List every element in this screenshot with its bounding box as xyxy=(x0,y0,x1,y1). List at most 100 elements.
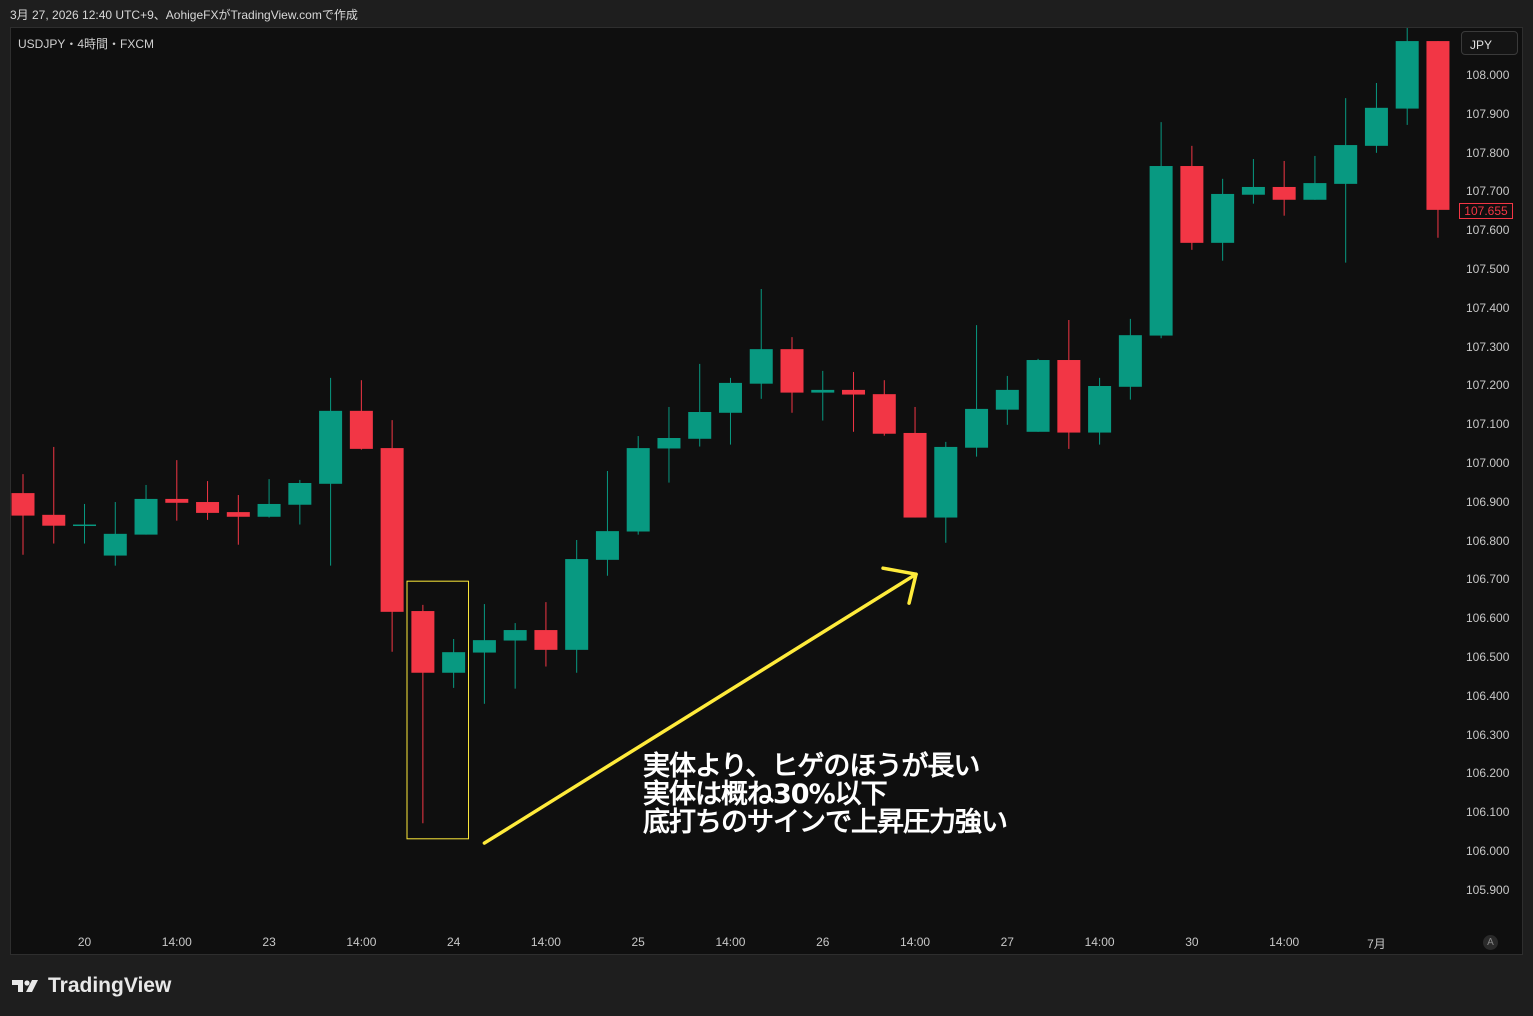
candle-body xyxy=(1180,166,1204,243)
time-tick-label: 23 xyxy=(262,935,276,949)
candle-body xyxy=(349,410,373,449)
candle-up xyxy=(503,623,527,689)
price-tick-label: 107.200 xyxy=(1466,378,1510,393)
candle-body xyxy=(103,533,127,556)
time-tick-label: 25 xyxy=(631,935,645,949)
candle-body xyxy=(1303,183,1327,200)
price-tick-label: 106.600 xyxy=(1466,611,1510,626)
candle-body xyxy=(811,389,835,393)
price-tick-label: 107.100 xyxy=(1466,417,1510,432)
candle-up xyxy=(319,377,343,566)
time-tick-label: 7月 xyxy=(1367,937,1386,951)
price-tick-label: 107.900 xyxy=(1466,106,1510,121)
candle-body xyxy=(1426,41,1450,210)
candle-down xyxy=(534,602,558,667)
price-tick-label: 106.100 xyxy=(1466,805,1510,820)
time-tick-label: 14:00 xyxy=(715,935,746,949)
time-tick-label: 30 xyxy=(1185,935,1199,949)
price-tick-label: 105.900 xyxy=(1466,882,1510,897)
candle-down xyxy=(780,337,804,413)
time-tick-label: 14:00 xyxy=(900,935,931,949)
candle-body xyxy=(1026,360,1050,432)
candle-body xyxy=(319,410,343,484)
candle-down xyxy=(349,380,373,450)
candle-up xyxy=(73,503,97,544)
candle-down xyxy=(903,406,927,518)
candle-down xyxy=(196,481,220,520)
chart-pane[interactable] xyxy=(10,27,1523,955)
time-tick-label: 14:00 xyxy=(1084,935,1115,949)
candle-body xyxy=(73,524,97,527)
candle-down xyxy=(380,420,404,652)
candle-up xyxy=(134,484,158,535)
candle-body xyxy=(965,408,989,448)
price-tick-label: 107.600 xyxy=(1466,223,1510,238)
candle-body xyxy=(134,498,158,535)
candle-body xyxy=(626,448,650,532)
auto-scale-button[interactable]: A xyxy=(1483,935,1498,950)
candle-body xyxy=(934,446,958,518)
candle-up xyxy=(595,470,619,576)
candle-down xyxy=(226,495,250,545)
candle-body xyxy=(503,630,527,641)
candle-up xyxy=(718,377,742,445)
candle-up xyxy=(688,363,712,447)
candle-down xyxy=(1426,41,1450,238)
candle-up xyxy=(749,289,773,399)
candle-down xyxy=(1180,145,1204,250)
candle-up xyxy=(1118,318,1142,400)
arrow-line[interactable] xyxy=(482,572,918,845)
arrow-head xyxy=(881,566,918,605)
candle-body xyxy=(565,559,589,650)
candle-up xyxy=(1088,377,1112,445)
price-tick-label: 106.800 xyxy=(1466,533,1510,548)
candle-up xyxy=(1211,178,1235,261)
candle-body xyxy=(411,611,435,673)
symbol-legend[interactable]: USDJPY・4時間・FXCM xyxy=(18,37,155,51)
candle-up xyxy=(1395,28,1419,125)
candle-body xyxy=(1334,145,1358,184)
candle-body xyxy=(718,382,742,413)
candle-down xyxy=(1057,320,1081,449)
tradingview-logo[interactable]: TradingView xyxy=(12,974,171,998)
candle-body xyxy=(1057,360,1081,433)
candle-up xyxy=(1026,358,1050,432)
last-price-label: 107.655 xyxy=(1459,203,1513,219)
price-tick-label: 106.400 xyxy=(1466,688,1510,703)
candle-body xyxy=(11,493,35,516)
currency-button[interactable]: JPY xyxy=(1461,31,1518,55)
price-tick-label: 106.700 xyxy=(1466,572,1510,587)
candle-up xyxy=(811,370,835,421)
candle-body xyxy=(749,349,773,384)
candle-body xyxy=(1088,386,1112,433)
candle-body xyxy=(380,448,404,612)
candle-up xyxy=(1334,98,1358,263)
annotation-line-1: 実体より、ヒゲのほうが長い xyxy=(643,751,980,782)
candle-body xyxy=(1149,166,1173,336)
candle-up xyxy=(1364,82,1388,153)
annotation-line-3: 底打ちのサインで上昇圧力強い xyxy=(643,807,1008,838)
candle-up xyxy=(565,540,589,673)
tradingview-logo-icon xyxy=(12,980,38,992)
time-tick-label: 24 xyxy=(446,935,461,949)
time-tick-label: 14:00 xyxy=(161,935,192,949)
candle-up xyxy=(103,502,127,566)
price-tick-label: 107.500 xyxy=(1466,262,1510,276)
time-tick-label: 14:00 xyxy=(1269,935,1300,949)
candle-body xyxy=(688,412,712,439)
price-tick-label: 107.000 xyxy=(1466,456,1510,470)
highlight-box[interactable] xyxy=(406,580,470,840)
candle-up xyxy=(1241,159,1265,204)
candle-down xyxy=(1272,160,1296,216)
candle-up xyxy=(257,479,281,518)
candle-body xyxy=(1364,107,1388,146)
time-tick-label: 27 xyxy=(1000,935,1014,949)
candle-up xyxy=(965,325,989,457)
price-tick-label: 107.700 xyxy=(1466,184,1510,199)
candle-body xyxy=(534,630,558,650)
candle-up xyxy=(288,479,312,525)
candle-body xyxy=(1118,335,1142,387)
time-tick-label: 20 xyxy=(77,935,92,949)
candle-down xyxy=(165,460,189,521)
price-tick-label: 107.400 xyxy=(1466,300,1510,315)
